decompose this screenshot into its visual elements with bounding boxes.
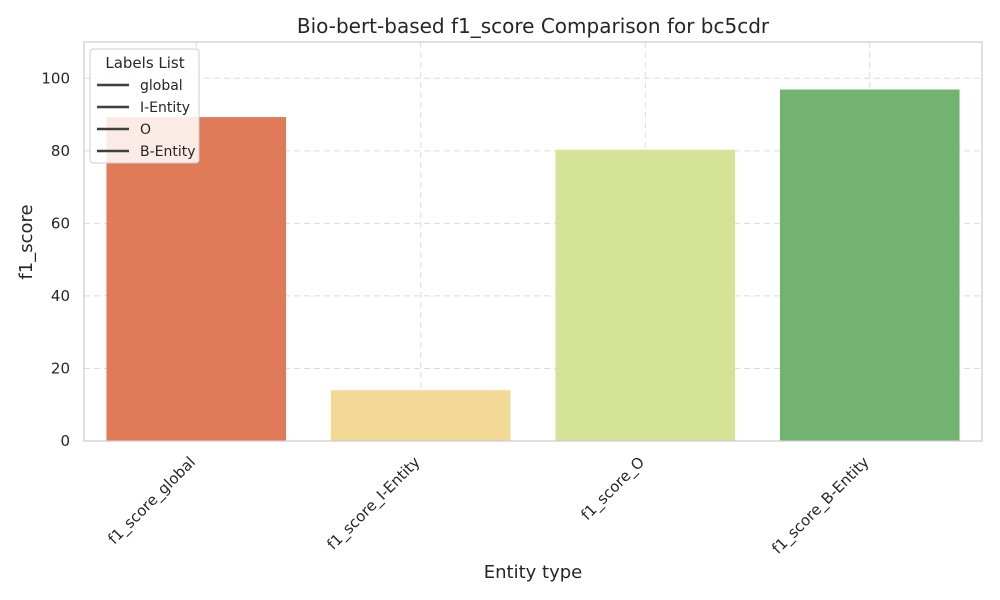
- bar: [330, 390, 511, 441]
- plot-frame: [83, 41, 983, 442]
- x-tick-labels: f1_score_global f1_score_I-Entity f1_score…: [104, 453, 873, 558]
- y-tick-label: 0: [60, 432, 70, 450]
- y-tick-label: 20: [51, 359, 70, 377]
- bar: [106, 117, 287, 442]
- x-tick-label: f1_score_I-Entity: [323, 453, 424, 554]
- legend-label: O: [140, 122, 151, 138]
- legend-items: global I-Entity O B-Entity: [97, 78, 196, 160]
- legend-box: [89, 48, 200, 164]
- y-tick-label: 60: [51, 214, 70, 232]
- x-axis-title: Entity type: [484, 562, 582, 583]
- x-tick-label: f1_score_global: [104, 453, 199, 548]
- legend-label: B-Entity: [140, 144, 196, 160]
- y-tick-labels: 0 20 40 60 80 100: [41, 69, 70, 450]
- bar: [779, 89, 960, 441]
- y-tick-label: 40: [51, 287, 70, 305]
- bars: [106, 89, 960, 442]
- bar: [555, 149, 736, 442]
- x-tick-label: f1_score_O: [577, 453, 648, 524]
- x-tick-label: f1_score_B-Entity: [768, 453, 873, 558]
- legend-label: I-Entity: [140, 100, 190, 116]
- legend: Labels List global I-Entity O B-Entity: [89, 48, 200, 164]
- y-tick-label: 80: [51, 142, 70, 160]
- y-tick-label: 100: [41, 69, 70, 87]
- chart-title: Bio-bert-based f1_score Comparison for b…: [297, 14, 770, 38]
- y-axis-title: f1_score: [16, 204, 37, 279]
- legend-title: Labels List: [105, 54, 184, 72]
- legend-label: global: [140, 78, 183, 94]
